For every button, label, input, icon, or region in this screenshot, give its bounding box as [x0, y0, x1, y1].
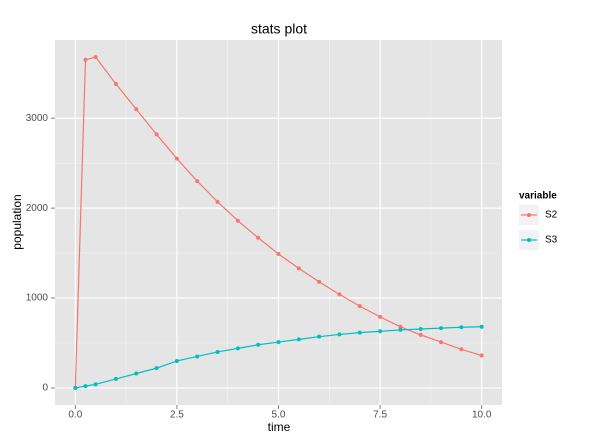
- x-tick-label: 7.5: [373, 410, 387, 421]
- series-line: [74, 56, 482, 388]
- data-point: [418, 332, 423, 337]
- x-tick-label: 2.5: [170, 410, 184, 421]
- data-point: [276, 251, 281, 256]
- data-point: [235, 346, 240, 351]
- chart-title: stats plot: [251, 21, 307, 37]
- y-tick-label: 3000: [26, 113, 49, 124]
- legend-label: S2: [545, 210, 558, 221]
- legend-title: variable: [519, 191, 557, 202]
- data-point: [83, 57, 88, 62]
- data-point: [378, 329, 383, 334]
- data-point: [195, 354, 200, 359]
- data-point: [418, 327, 423, 332]
- data-point: [215, 349, 220, 354]
- x-tick-label: 10.0: [472, 410, 492, 421]
- data-point: [174, 156, 179, 161]
- legend-point: [527, 213, 531, 217]
- y-tick-label: 2000: [26, 203, 49, 214]
- data-point: [357, 330, 362, 335]
- data-point: [256, 235, 261, 240]
- data-point: [479, 353, 484, 358]
- data-point: [93, 55, 98, 60]
- legend-label: S3: [545, 235, 558, 246]
- y-axis-label: population: [10, 194, 24, 249]
- data-point: [113, 82, 118, 87]
- data-point: [296, 266, 301, 271]
- data-point: [398, 324, 403, 329]
- data-point: [215, 199, 220, 204]
- y-tick-label: 0: [42, 383, 48, 394]
- data-point: [83, 384, 88, 389]
- data-point: [398, 327, 403, 332]
- data-point: [195, 179, 200, 184]
- data-point: [235, 218, 240, 223]
- data-point: [154, 366, 159, 371]
- series-line: [75, 326, 482, 389]
- x-tick-label: 5.0: [272, 410, 286, 421]
- data-point: [296, 337, 301, 342]
- data-point: [113, 376, 118, 381]
- data-point: [459, 325, 464, 330]
- data-point: [357, 304, 362, 309]
- data-point: [134, 107, 139, 112]
- data-point: [439, 326, 444, 331]
- data-point: [317, 279, 322, 284]
- data-point: [317, 334, 322, 339]
- legend-point: [527, 238, 531, 242]
- data-point: [93, 382, 98, 387]
- data-point: [256, 342, 261, 347]
- data-point: [337, 292, 342, 297]
- data-point: [439, 340, 444, 345]
- data-point: [378, 314, 383, 319]
- x-axis-label: time: [268, 420, 291, 434]
- data-point: [459, 347, 464, 352]
- y-tick-label: 1000: [26, 293, 49, 304]
- x-tick-label: 0.0: [68, 410, 82, 421]
- data-point: [154, 132, 159, 137]
- data-point: [276, 340, 281, 345]
- data-point: [73, 385, 78, 390]
- data-point: [174, 358, 179, 363]
- data-point: [479, 324, 484, 329]
- data-point: [337, 332, 342, 337]
- data-point: [134, 371, 139, 376]
